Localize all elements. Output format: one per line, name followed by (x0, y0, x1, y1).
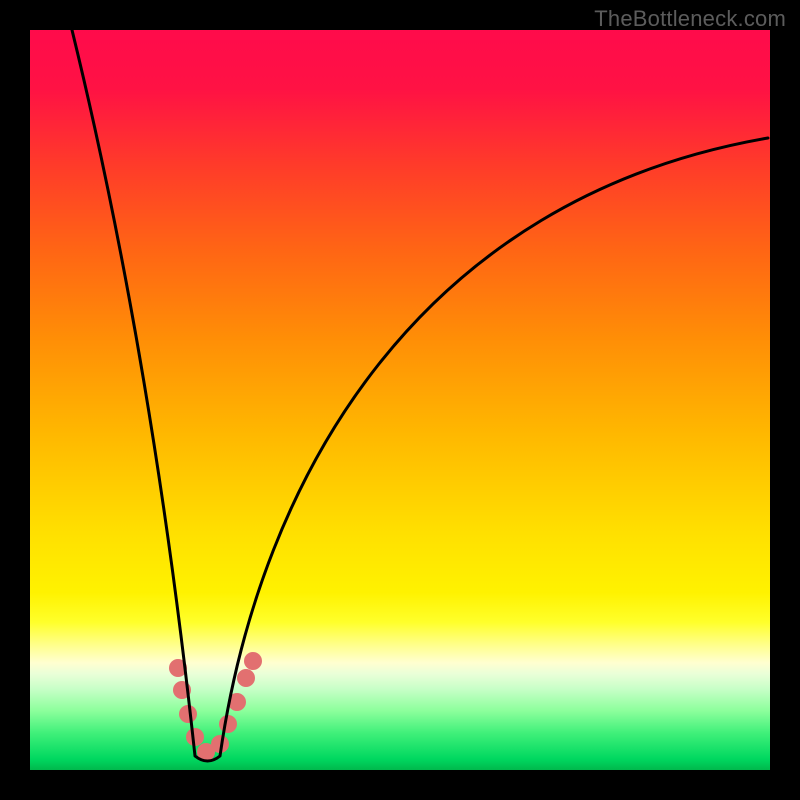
curve-path (72, 30, 768, 761)
data-marker (244, 652, 262, 670)
data-marker (219, 715, 237, 733)
data-marker (179, 705, 197, 723)
plot-area (30, 30, 770, 770)
data-marker (237, 669, 255, 687)
watermark-text: TheBottleneck.com (594, 6, 786, 32)
marker-group (169, 652, 262, 761)
bottleneck-curve (30, 30, 770, 770)
chart-frame: TheBottleneck.com (0, 0, 800, 800)
